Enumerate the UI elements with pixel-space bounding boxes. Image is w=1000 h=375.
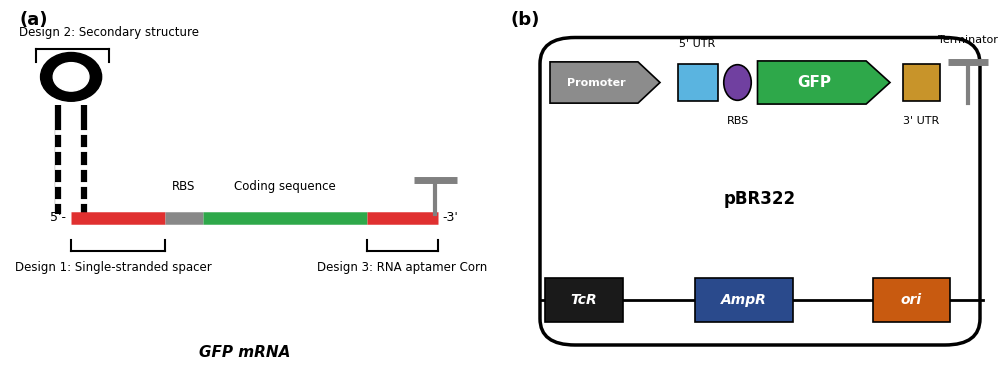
Circle shape	[41, 53, 102, 101]
Text: (a): (a)	[19, 11, 48, 29]
Text: Coding sequence: Coding sequence	[234, 180, 336, 193]
Polygon shape	[550, 62, 660, 103]
Text: Promoter: Promoter	[567, 78, 626, 87]
Text: pBR322: pBR322	[724, 190, 796, 208]
Bar	[678, 64, 718, 101]
Text: 5' UTR: 5' UTR	[679, 39, 716, 49]
Text: GFP: GFP	[797, 75, 831, 90]
Text: Terminator: Terminator	[938, 35, 997, 45]
Bar	[545, 278, 622, 321]
Bar	[695, 278, 792, 321]
Text: TcR: TcR	[570, 293, 597, 307]
Circle shape	[53, 63, 89, 91]
Text: RBS: RBS	[172, 180, 196, 193]
Text: -3': -3'	[442, 211, 458, 224]
Text: (b): (b)	[510, 11, 539, 29]
Bar	[872, 278, 950, 321]
Text: 3' UTR: 3' UTR	[903, 116, 939, 126]
Text: AmpR: AmpR	[721, 293, 767, 307]
Polygon shape	[758, 61, 890, 104]
Ellipse shape	[724, 64, 751, 101]
Text: ori: ori	[901, 293, 922, 307]
Text: Design 3: RNA aptamer Corn: Design 3: RNA aptamer Corn	[317, 261, 488, 274]
Text: RBS: RBS	[726, 116, 749, 126]
Text: Design 1: Single-stranded spacer: Design 1: Single-stranded spacer	[15, 261, 211, 274]
Text: Design 2: Secondary structure: Design 2: Secondary structure	[19, 26, 199, 39]
Text: GFP mRNA: GFP mRNA	[199, 345, 291, 360]
Bar	[902, 64, 940, 101]
Text: 5'-: 5'-	[50, 211, 66, 224]
